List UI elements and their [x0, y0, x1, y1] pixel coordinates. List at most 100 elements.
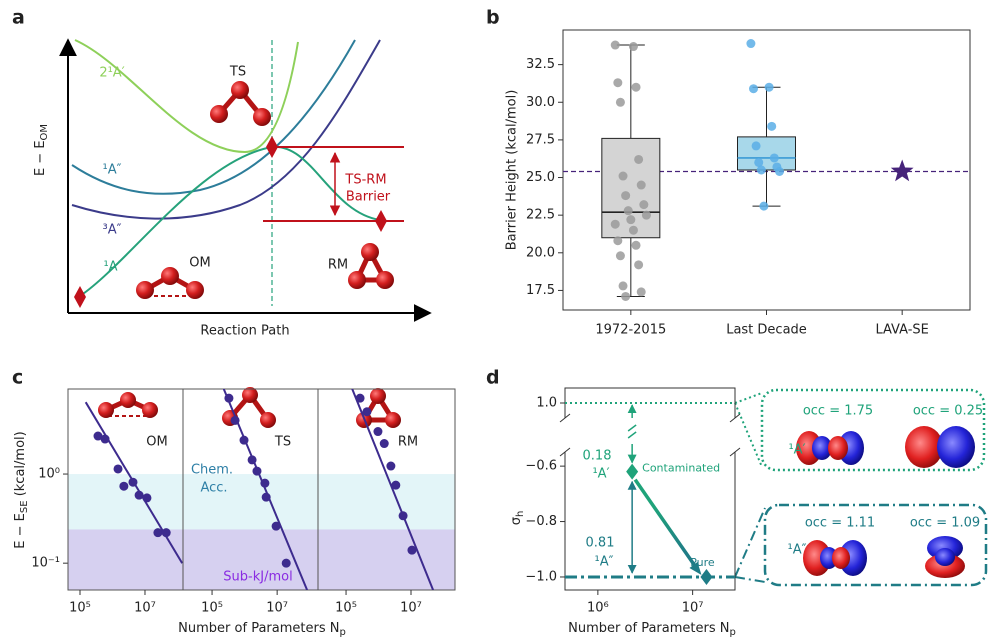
label-part: σ [509, 517, 524, 525]
occupation: occ = 1.11 [805, 516, 875, 531]
state-label: 2¹A′ [99, 66, 124, 81]
molecule-om [136, 267, 204, 299]
panel-letter: b [486, 7, 500, 29]
point [230, 415, 240, 425]
panel-letter: a [12, 7, 25, 29]
point [407, 545, 417, 555]
y-tick-label: 22.5 [526, 208, 555, 223]
x-tick-label: 10⁶ [587, 601, 609, 616]
point [618, 281, 628, 291]
inset-a2: ¹A″ occ = 1.11 occ = 1.09 [734, 503, 988, 587]
y-tick-label: 10⁰ [38, 467, 60, 482]
point [621, 191, 631, 201]
point [623, 206, 633, 216]
molecule-om-c [98, 392, 158, 418]
point [754, 157, 764, 167]
structure-label: RM [328, 258, 348, 273]
y-tick-label: 20.0 [526, 245, 555, 260]
molecule-rm [348, 243, 394, 289]
occupation: occ = 1.75 [803, 404, 873, 419]
x-tick-label: 10⁵ [335, 601, 357, 616]
point [631, 82, 641, 92]
molecule-ts [210, 81, 271, 126]
break-mark [559, 413, 571, 423]
annotation-state: ¹A″ [595, 555, 614, 570]
point [613, 236, 623, 246]
break-mark [729, 447, 741, 457]
point [751, 141, 761, 151]
subplot-title: TS [274, 435, 291, 450]
x-tick-label: LAVA-SE [875, 323, 928, 338]
x-tick-label: 10⁷ [682, 601, 704, 616]
point [153, 528, 163, 538]
point [373, 427, 383, 437]
transition-arrow [633, 478, 700, 572]
point [247, 455, 257, 465]
point [764, 82, 774, 92]
orbital [905, 426, 975, 468]
y-axis-label: E − EOM [33, 124, 51, 176]
annotation-value: 0.18 [583, 449, 612, 464]
y-tick-label: −1.0 [525, 569, 557, 584]
label-part: (kcal/mol) [13, 431, 28, 500]
curve-3a2 [71, 39, 381, 220]
point [641, 210, 651, 220]
connector [734, 507, 766, 578]
y-tick-label: −0.6 [525, 459, 557, 474]
point [756, 165, 766, 175]
point [386, 461, 396, 471]
star [890, 159, 914, 182]
x-axis-label: Number of Parameters Np [568, 621, 736, 639]
point [767, 121, 777, 131]
point [746, 39, 756, 49]
y-tick-label: 1.0 [536, 396, 557, 411]
occupation: occ = 1.09 [910, 516, 980, 531]
x-axis-label: Reaction Path [200, 324, 289, 339]
x-axis-label: Number of Parameters Np [178, 621, 346, 639]
y-tick-label: 10⁻¹ [31, 556, 60, 571]
point-label: Pure [690, 556, 715, 569]
fit-line [351, 389, 435, 590]
point [626, 215, 636, 225]
annotation-value: 0.81 [586, 536, 615, 551]
point [636, 180, 646, 190]
point [119, 481, 129, 491]
orbital [803, 540, 867, 576]
diamond [266, 136, 278, 158]
panel-letter: c [12, 367, 23, 389]
curve-2a1 [74, 39, 299, 154]
x-tick-label: 10⁷ [134, 601, 156, 616]
subscript: p [729, 627, 735, 638]
point [362, 407, 372, 417]
x-tick-label: 10⁷ [400, 601, 422, 616]
point [634, 154, 644, 164]
point [749, 84, 758, 94]
point [93, 431, 103, 441]
point [161, 528, 171, 538]
point [142, 493, 152, 503]
connector [734, 402, 763, 468]
point [759, 201, 769, 211]
annotation: TS-RM [344, 173, 386, 188]
diamond [375, 210, 387, 232]
band-label: Acc. [200, 481, 227, 496]
y-tick-label: 32.5 [526, 57, 555, 72]
point [626, 463, 639, 480]
state-label: ¹A″ [103, 163, 122, 178]
point [621, 291, 631, 301]
subplot-title: RM [398, 435, 418, 450]
point [613, 78, 623, 88]
point [775, 167, 784, 177]
break-mark [627, 431, 637, 439]
structure-label: TS [229, 65, 246, 80]
point [113, 464, 123, 474]
box [737, 136, 796, 171]
inset-state: ¹A′ [788, 443, 805, 458]
inset-frame [760, 388, 986, 472]
point [700, 568, 713, 585]
axis-frame [564, 452, 736, 591]
occupation: occ = 0.25 [913, 404, 983, 419]
point [398, 511, 408, 521]
